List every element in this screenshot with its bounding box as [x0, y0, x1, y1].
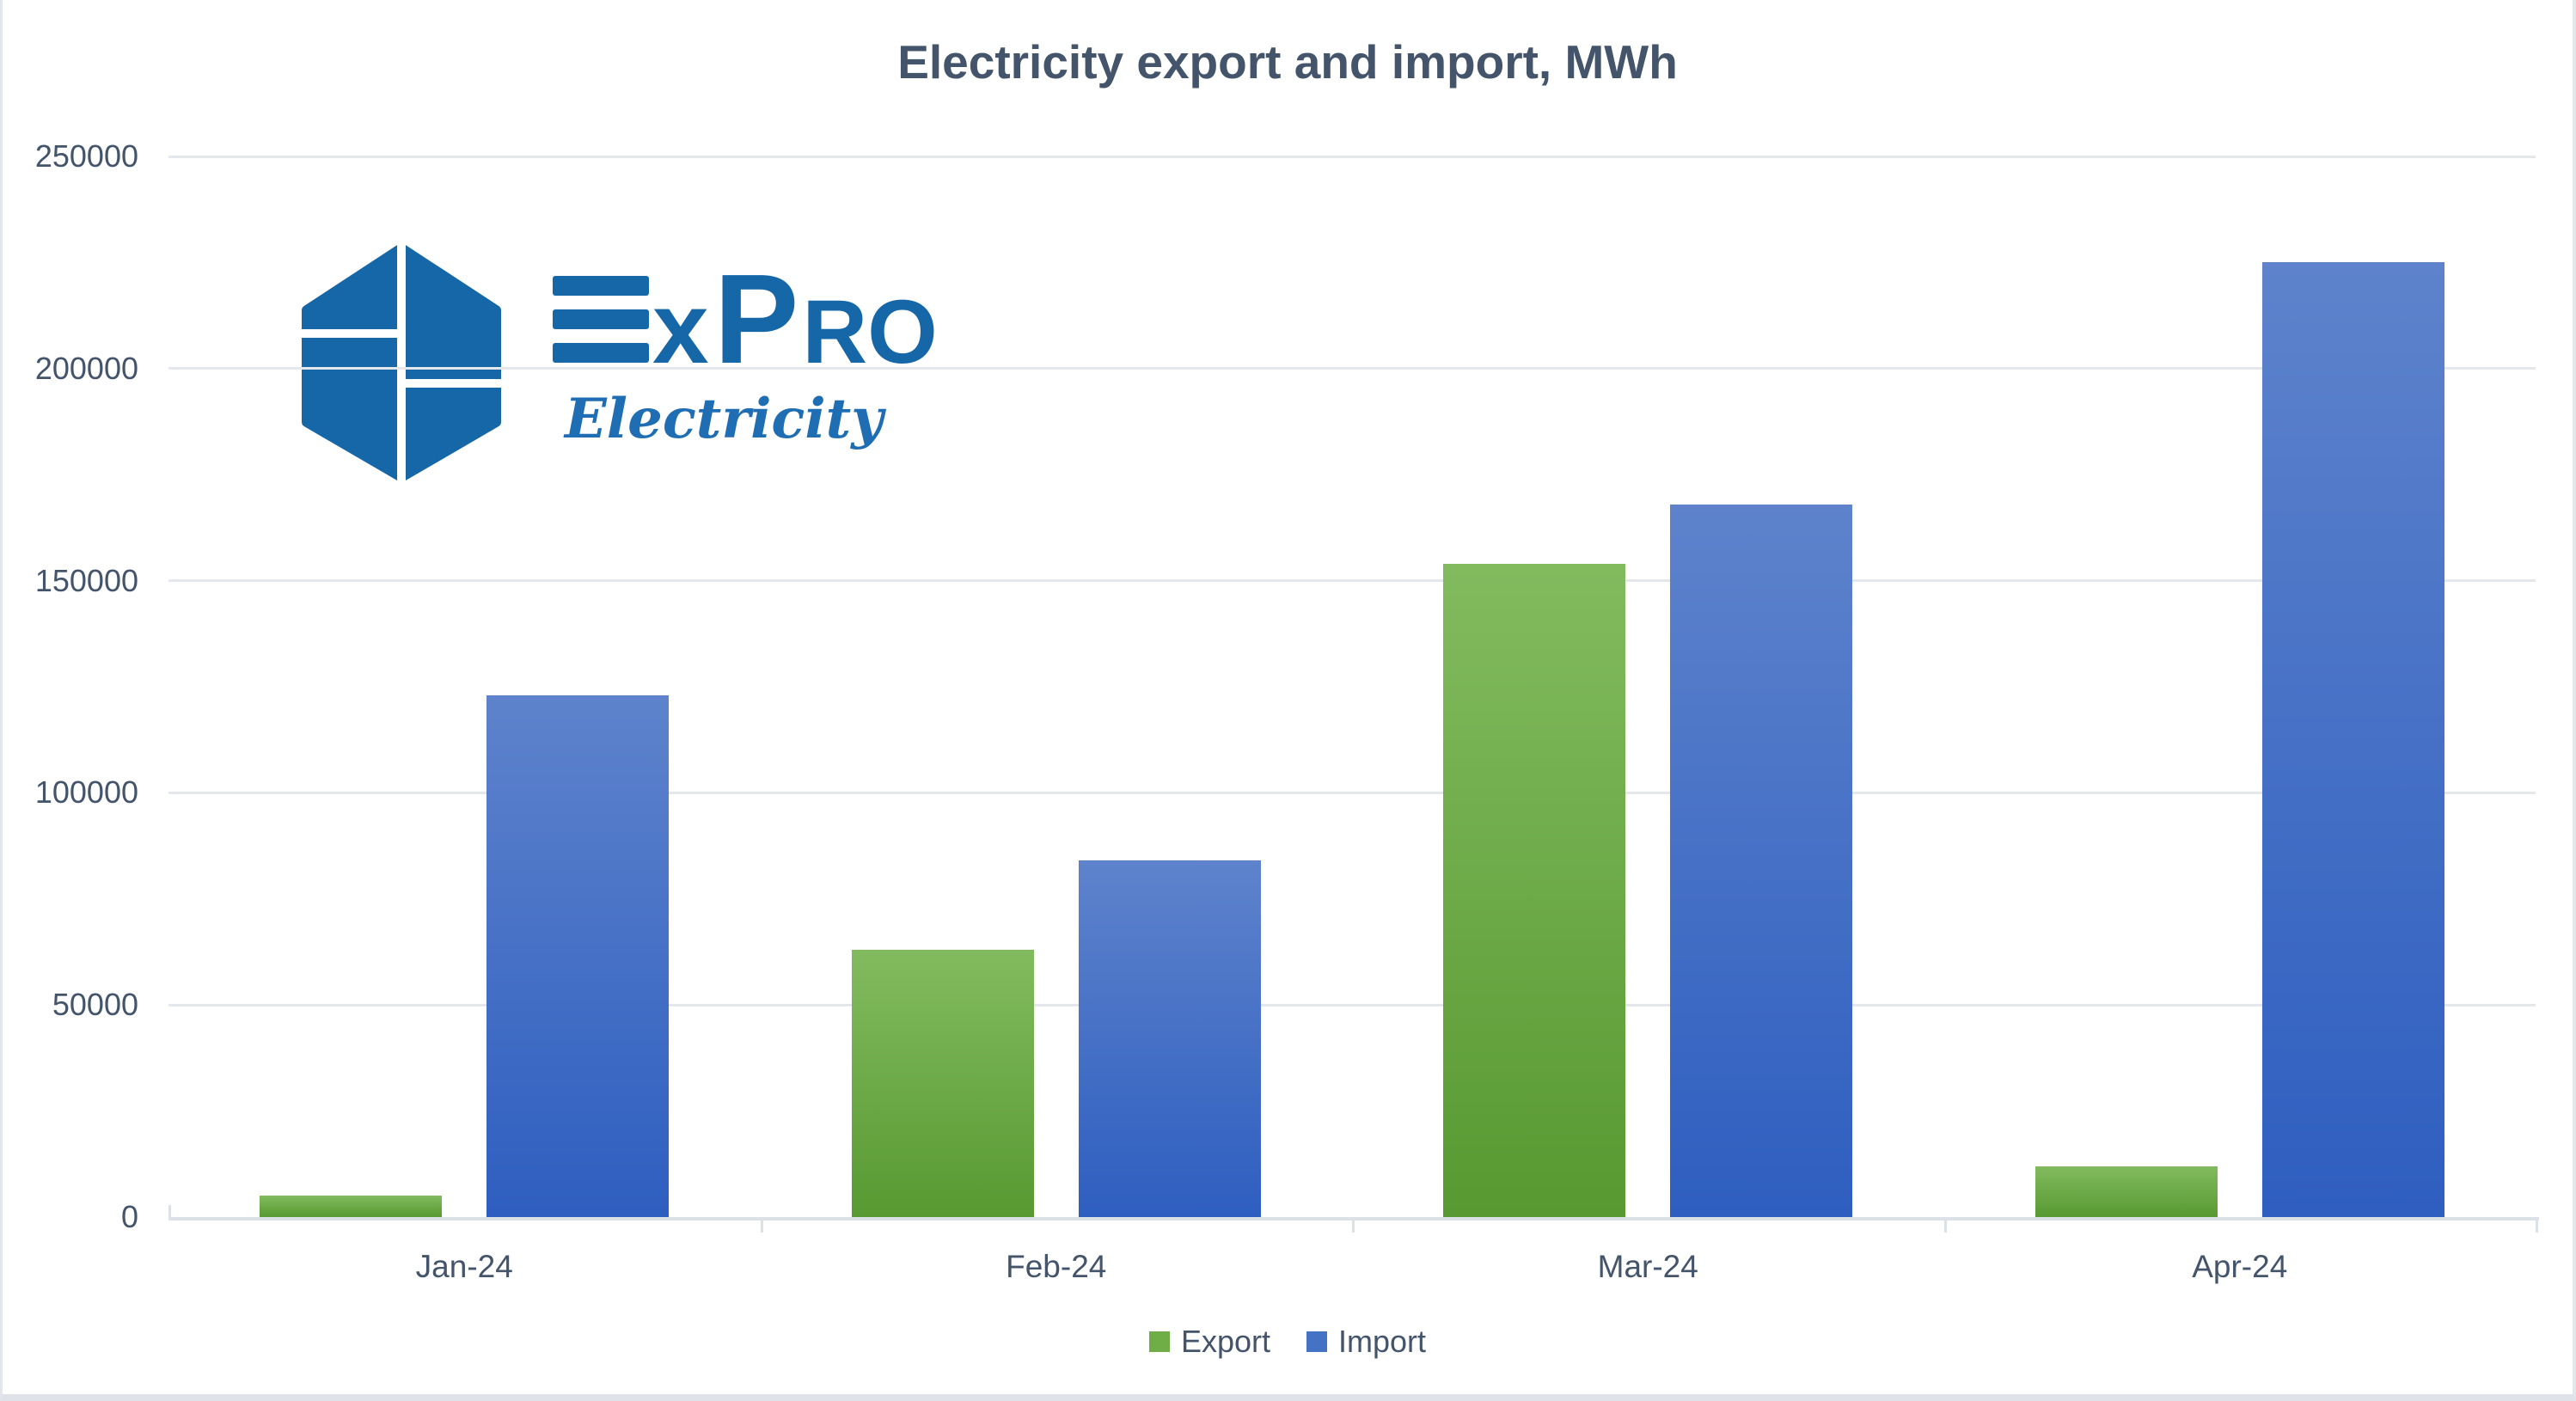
bar-import-apr-24	[2261, 262, 2444, 1217]
x-tick-label-apr-24: Apr-24	[2192, 1249, 2288, 1284]
legend-swatch-export	[1148, 1331, 1170, 1352]
chart-title: Electricity export and import, MWh	[897, 35, 1678, 89]
gridline-200000	[168, 367, 2536, 370]
y-tick-label-0: 0	[120, 1199, 138, 1234]
gridline-150000	[168, 579, 2536, 583]
y-tick-label-250000: 250000	[34, 138, 138, 174]
x-tick-label-mar-24: Mar-24	[1597, 1249, 1698, 1284]
legend-item-import: Import	[1306, 1324, 1426, 1360]
x-axis-tick-1	[760, 1221, 763, 1233]
x-axis-start-tick	[168, 1205, 171, 1217]
x-axis-tick-3	[1943, 1221, 1947, 1233]
bar-import-mar-24	[1670, 505, 1853, 1217]
y-tick-label-50000: 50000	[52, 987, 138, 1023]
logo-e-bar-2	[553, 309, 649, 329]
chart-legend: Export Import	[3, 1324, 2573, 1360]
x-axis-line	[168, 1217, 2539, 1221]
y-tick-label-100000: 100000	[34, 774, 138, 811]
bar-import-feb-24	[1078, 860, 1261, 1217]
bar-export-feb-24	[851, 950, 1034, 1217]
logo-hexagon-icon	[302, 243, 501, 482]
x-tick-label-feb-24: Feb-24	[1006, 1249, 1107, 1284]
bar-export-mar-24	[1443, 564, 1626, 1217]
legend-item-export: Export	[1148, 1324, 1270, 1360]
legend-label-export: Export	[1180, 1324, 1270, 1359]
bar-export-apr-24	[2034, 1166, 2218, 1217]
x-axis-tick-4	[2536, 1221, 2538, 1233]
legend-swatch-import	[1306, 1331, 1327, 1352]
gridline-50000	[168, 1003, 2536, 1006]
legend-label-import: Import	[1338, 1324, 1427, 1359]
gridline-100000	[168, 791, 2536, 794]
x-tick-label-jan-24: Jan-24	[415, 1249, 513, 1284]
logo-wordmark-text: xPRO	[652, 255, 938, 390]
y-tick-label-200000: 200000	[34, 350, 138, 386]
bar-import-jan-24	[486, 695, 670, 1217]
logo-tagline: Electricity	[563, 387, 886, 451]
logo-e-bar-3	[553, 343, 649, 363]
logo-e-bar-1	[553, 276, 649, 296]
gridline-250000	[168, 155, 2536, 158]
x-axis-tick-2	[1352, 1221, 1355, 1233]
y-tick-label-150000: 150000	[34, 562, 138, 598]
bar-export-jan-24	[260, 1196, 443, 1217]
